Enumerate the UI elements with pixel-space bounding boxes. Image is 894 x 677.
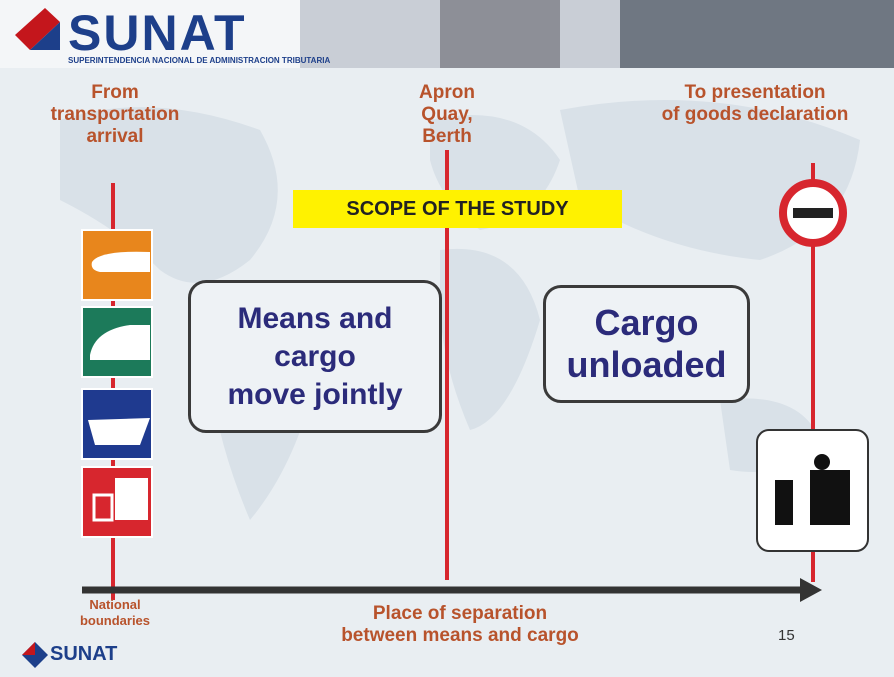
text-line: cargo — [191, 338, 439, 376]
phase-box: Cargo unloaded — [543, 285, 750, 403]
text-line: Means and — [191, 300, 439, 338]
separation-label: Place of separation between means and ca… — [290, 603, 630, 647]
header-photo — [440, 0, 560, 68]
text-line: Place of separation — [290, 603, 630, 625]
scope-label: SCOPE OF THE STUDY — [293, 190, 622, 228]
ship-shape — [88, 418, 150, 445]
text-line: unloaded — [546, 344, 747, 386]
text-line: boundaries — [55, 613, 175, 629]
logo-subtitle: SUPERINTENDENCIA NACIONAL DE ADMINISTRAC… — [68, 56, 330, 65]
text-line: To presentation — [630, 82, 880, 104]
text-line: Apron — [387, 82, 507, 104]
text-line: Berth — [387, 126, 507, 148]
customs-shape — [814, 454, 830, 470]
slide: SUNAT SUPERINTENDENCIA NACIONAL DE ADMIN… — [0, 0, 894, 677]
footer-logo: SUNAT — [50, 643, 117, 666]
truck-shape — [115, 478, 148, 520]
no-entry-bar — [793, 208, 833, 218]
text-line: transportation — [20, 104, 210, 126]
customs-shape — [810, 470, 850, 525]
text-line: between means and cargo — [290, 625, 630, 647]
phase-box: Means and cargo move jointly — [188, 280, 442, 433]
text-line: move jointly — [191, 376, 439, 414]
text-line: of goods declaration — [630, 104, 880, 126]
footer-logo-mark — [22, 642, 35, 655]
customs-shape — [775, 480, 793, 525]
logo-text: SUNAT — [68, 4, 247, 62]
text-line: National — [55, 597, 175, 613]
milestone-label: To presentation of goods declaration — [630, 82, 880, 126]
header-photo — [620, 0, 894, 68]
text-line: Quay, — [387, 104, 507, 126]
page-number: 15 — [778, 627, 795, 644]
boundary-label: National boundaries — [55, 597, 175, 629]
milestone-label: From transportation arrival — [20, 82, 210, 148]
text-line: From — [20, 82, 210, 104]
text-line: Cargo — [546, 302, 747, 344]
text-line: arrival — [20, 126, 210, 148]
milestone-label: Apron Quay, Berth — [387, 82, 507, 148]
